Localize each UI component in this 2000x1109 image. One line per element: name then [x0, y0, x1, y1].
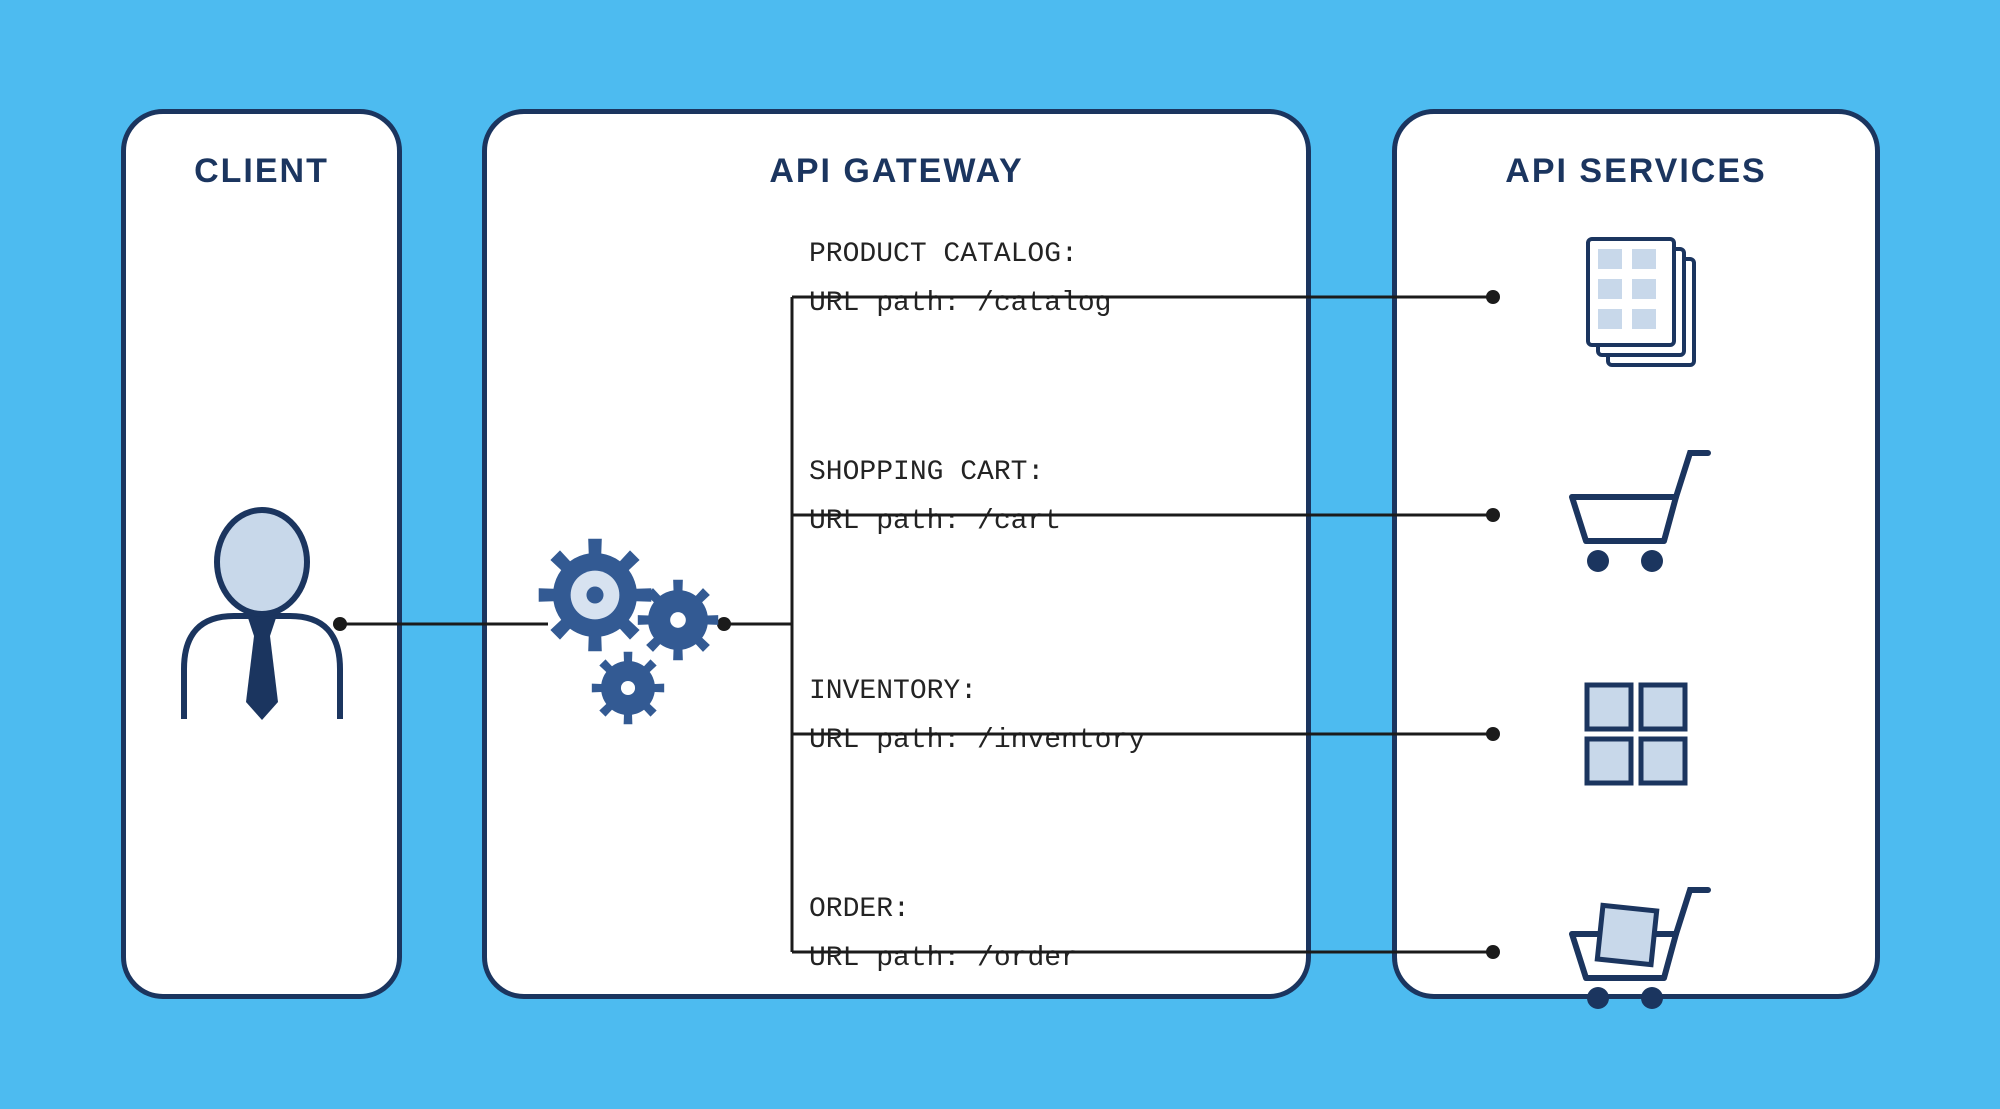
route-path-inventory: URL path: /inventory: [809, 725, 1145, 756]
route-label-inventory: INVENTORY:: [809, 676, 977, 707]
route-path-catalog: URL path: /catalog: [809, 288, 1111, 319]
route-path-order: URL path: /order: [809, 943, 1078, 974]
route-label-catalog: PRODUCT CATALOG:: [809, 239, 1078, 270]
route-label-order: ORDER:: [809, 894, 910, 925]
services-title: API SERVICES: [1397, 114, 1875, 191]
services-panel: API SERVICES: [1392, 109, 1880, 999]
client-title: CLIENT: [126, 114, 397, 191]
client-panel: CLIENT: [121, 109, 402, 999]
route-path-cart: URL path: /cart: [809, 506, 1061, 537]
gateway-title: API GATEWAY: [487, 114, 1306, 191]
route-label-cart: SHOPPING CART:: [809, 457, 1044, 488]
